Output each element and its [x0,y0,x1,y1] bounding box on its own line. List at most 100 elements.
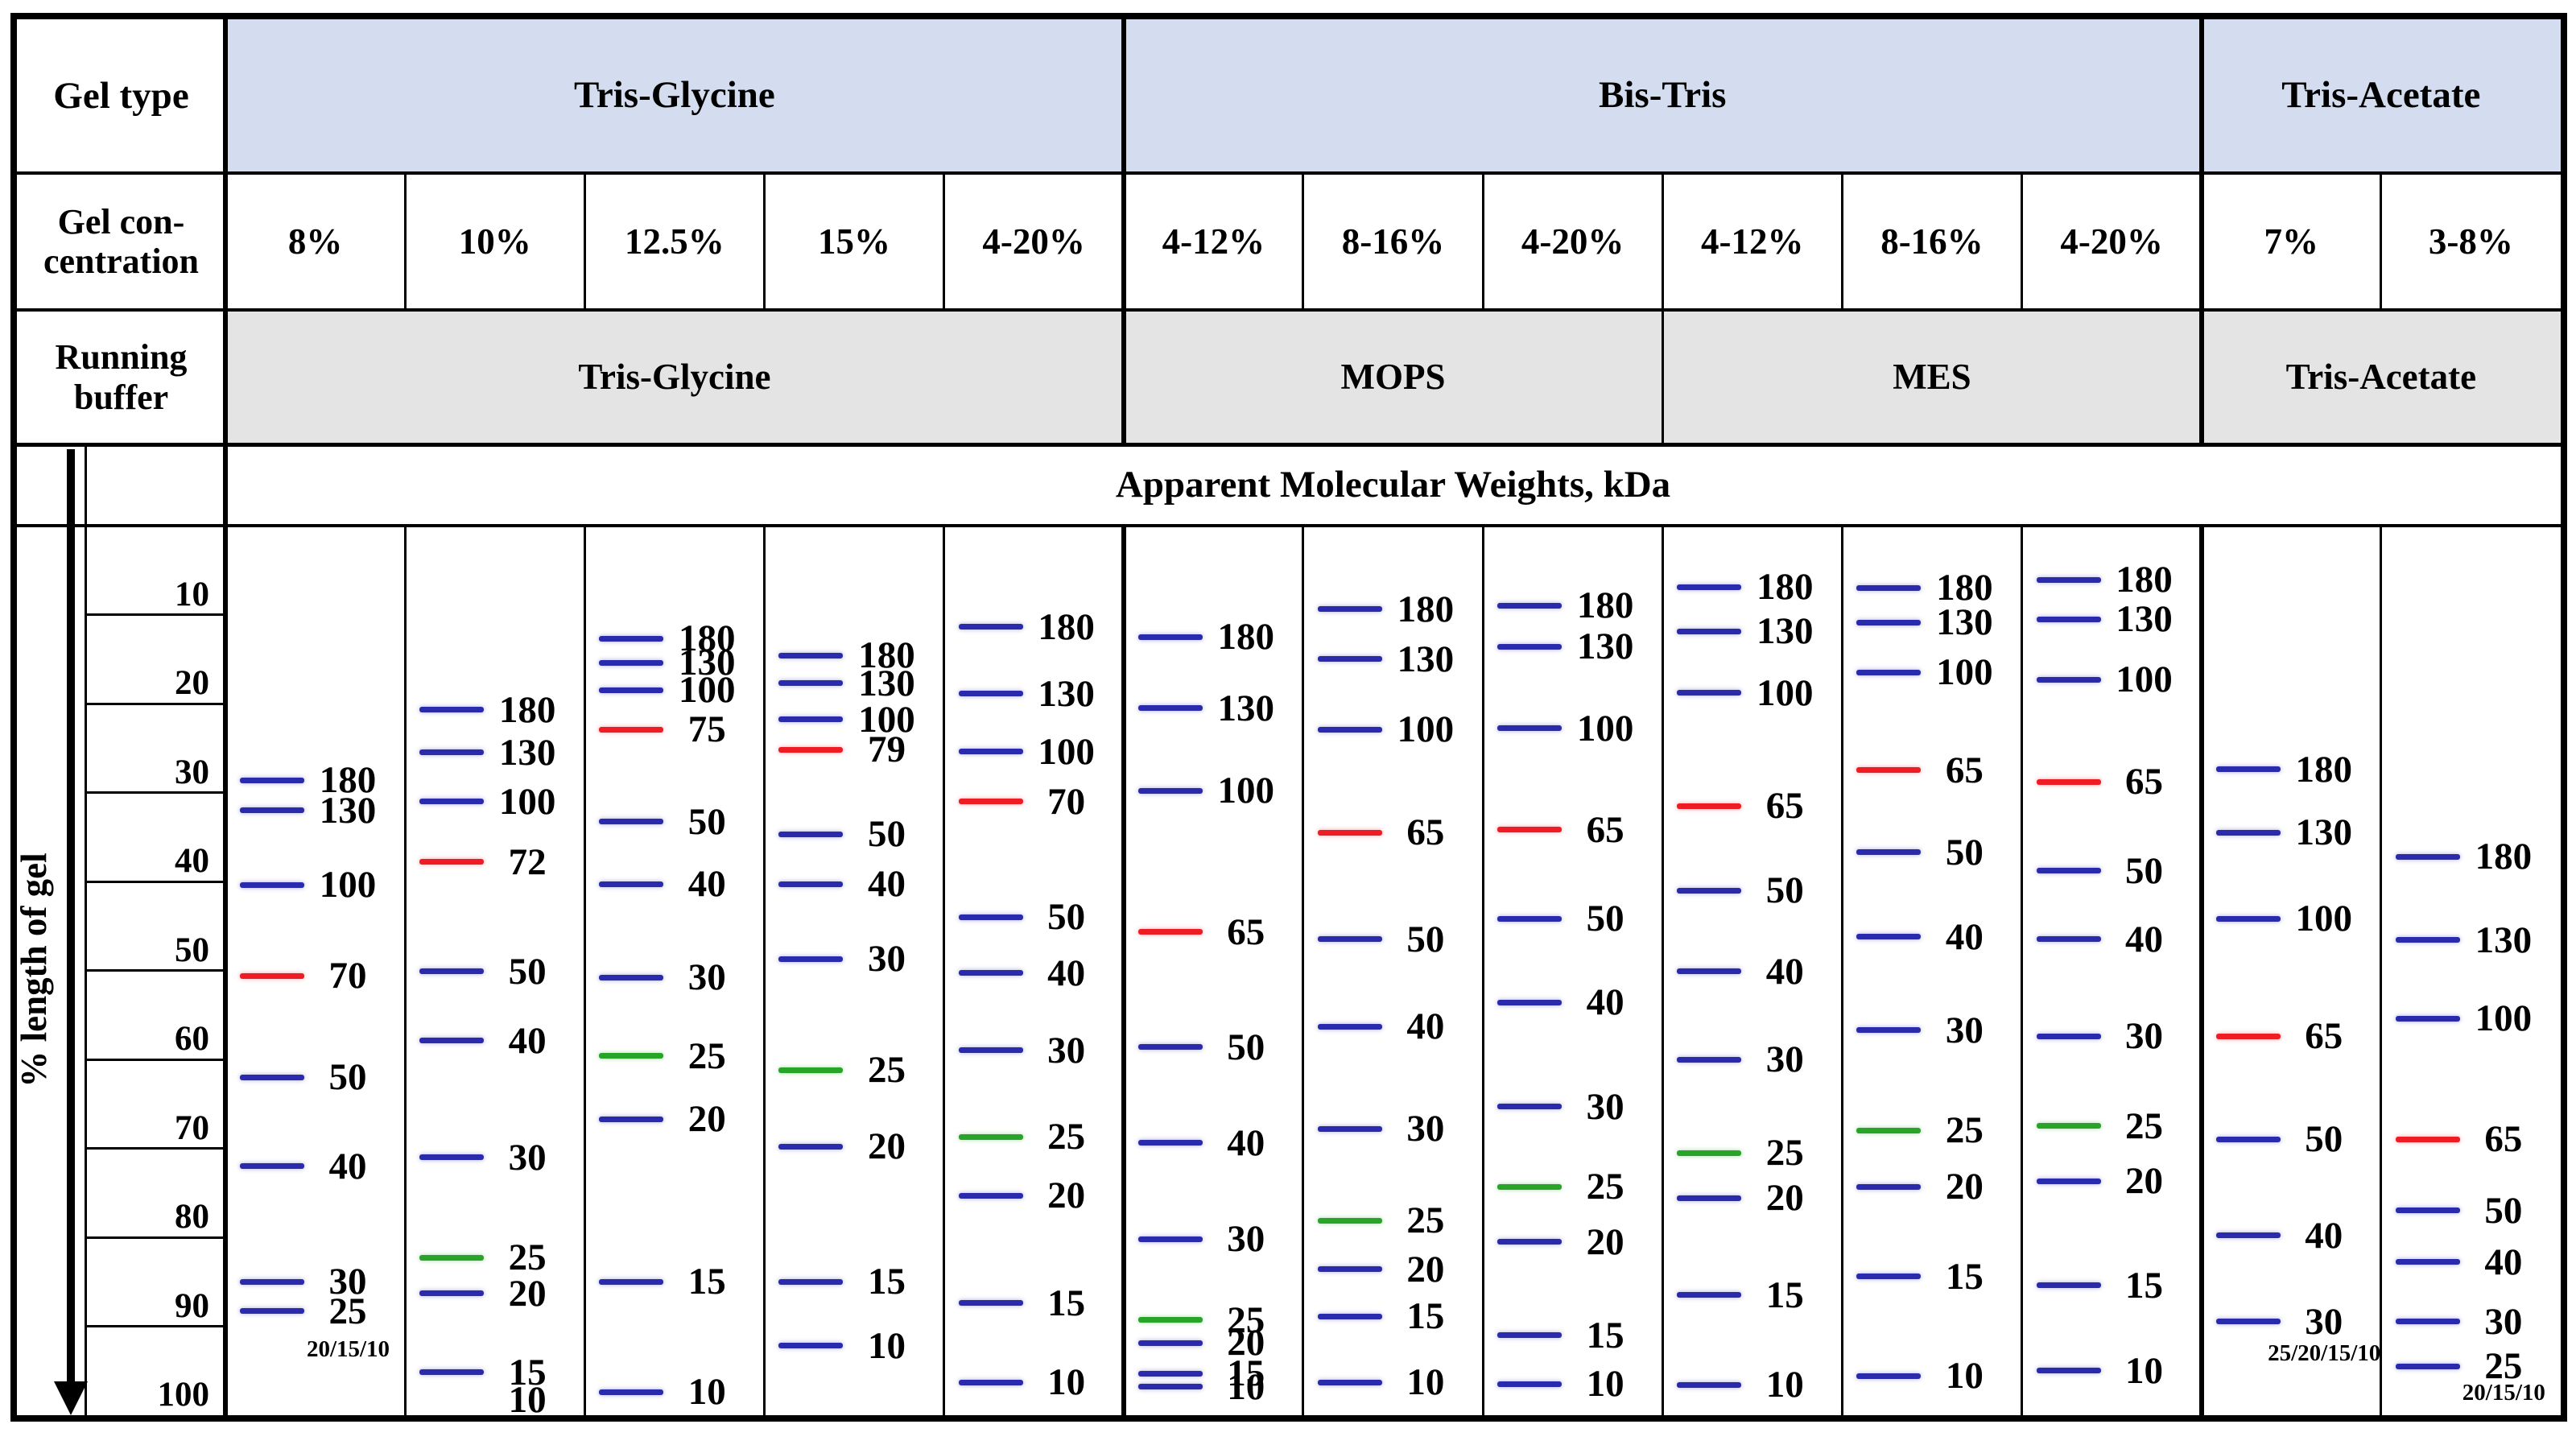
band-label: 40 [1945,915,1984,958]
band-line-30kda [2215,1319,2281,1325]
axis-tick-line [85,1236,224,1239]
band-label: 15 [1765,1274,1804,1316]
band-line-10kda [1317,1379,1382,1385]
band-label: 40 [1047,952,1086,994]
gel-concentration-value: 8-16% [1341,221,1445,262]
axis-tick-label: 90 [175,1286,209,1325]
band-line-130kda [419,749,485,756]
band-label: 65 [1765,785,1804,828]
band-label-group: 20/15/10 [2462,1380,2545,1406]
band-label: 75 [687,708,726,751]
band-line-180kda [419,707,485,713]
band-label: 50 [2125,849,2164,892]
band-label: 180 [679,617,736,660]
band-line-50kda [240,1074,304,1080]
axis-tick-line [85,880,224,883]
band-line-50kda [419,968,485,975]
band-line-180kda [2036,576,2101,583]
band-label: 100 [2295,898,2352,940]
band-line-10kda [2036,1368,2101,1374]
band-line-30kda [1677,1056,1742,1063]
band-label: 40 [687,863,726,906]
band-line-30kda [1317,1125,1382,1132]
band-label: 65 [1945,749,1984,791]
band-label: 30 [508,1136,547,1179]
band-label: 130 [1217,687,1275,729]
band-line-180kda [1137,634,1203,640]
band-line-30kda [599,974,664,980]
band-label: 130 [2116,598,2173,641]
band-label: 100 [319,864,377,906]
axis-tick-label: 60 [175,1020,209,1058]
band-line-25kda [419,1254,485,1261]
table-grid-vline [1302,173,1305,310]
table-grid-vline [223,13,228,1422]
band-line-15kda [2036,1282,2101,1289]
band-line-65kda [1137,929,1203,935]
band-label: 100 [679,669,736,712]
band-line-100kda [958,749,1023,755]
band-line-30kda [1856,1027,1922,1034]
band-label: 20 [867,1125,906,1168]
band-line-10kda [1677,1381,1742,1388]
band-line-65kda [2036,778,2101,785]
band-line-100kda [1677,690,1742,696]
axis-tick-line [85,791,224,794]
band-line-130kda [1677,628,1742,634]
axis-tick-label: 20 [175,664,209,702]
band-label: 50 [1406,918,1445,960]
table-grid-vline [2021,173,2024,310]
band-line-40kda [1137,1140,1203,1146]
axis-tick-label: 70 [175,1108,209,1147]
band-line-50kda [1677,887,1742,894]
molecular-weights-header: Apparent Molecular Weights, kDa [1115,464,1671,506]
band-label: 30 [2484,1300,2523,1343]
table-grid-vline [583,173,586,310]
band-label: 30 [1586,1085,1624,1128]
band-label: 65 [2125,761,2164,803]
band-line-30kda [419,1154,485,1161]
band-label: 15 [1945,1255,1984,1298]
axis-tick-label: 50 [175,931,209,969]
band-label: 72 [508,840,547,883]
band-label: 180 [319,759,377,802]
band-line-25kda [1856,1127,1922,1133]
band-line-30kda [2395,1319,2460,1325]
band-label: 100 [1576,707,1634,749]
band-line-65kda [1497,827,1563,833]
band-line-10kda [599,1389,664,1395]
band-label: 130 [1756,610,1814,653]
band-label: 40 [508,1019,547,1062]
table-grid-vline [1840,173,1843,310]
band-line-40kda [240,1163,304,1170]
band-line-40kda [2036,936,2101,943]
axis-tick-label: 100 [157,1376,210,1414]
table-grid-vline [762,526,766,1422]
band-line-50kda [2395,1208,2460,1214]
gel-concentration-value: 8% [287,221,343,262]
band-label: 30 [687,956,726,999]
band-label: 25 [2484,1345,2523,1388]
band-label: 50 [687,800,726,843]
band-label: 40 [2125,918,2164,960]
band-label: 50 [328,1056,367,1099]
band-line-25kda [1317,1217,1382,1224]
band-label: 10 [2125,1349,2164,1392]
band-line-20kda [1677,1195,1742,1201]
band-line-100kda [2395,1015,2460,1022]
band-line-40kda [599,881,664,887]
band-line-130kda [778,680,844,687]
band-label: 100 [858,698,915,741]
band-line-15kda [599,1278,664,1285]
band-label: 25 [1406,1199,1445,1241]
band-line-40kda [1856,934,1922,939]
table-grid-vline [1661,173,1664,444]
table-grid-vline [583,526,586,1422]
band-label: 30 [1047,1029,1086,1071]
band-label: 50 [867,813,906,856]
gel-concentration-value: 4-20% [1521,221,1624,262]
band-line-40kda [2395,1259,2460,1265]
band-label: 20 [2125,1160,2164,1203]
axis-tick-label: 80 [175,1198,209,1236]
band-line-180kda [778,652,844,658]
